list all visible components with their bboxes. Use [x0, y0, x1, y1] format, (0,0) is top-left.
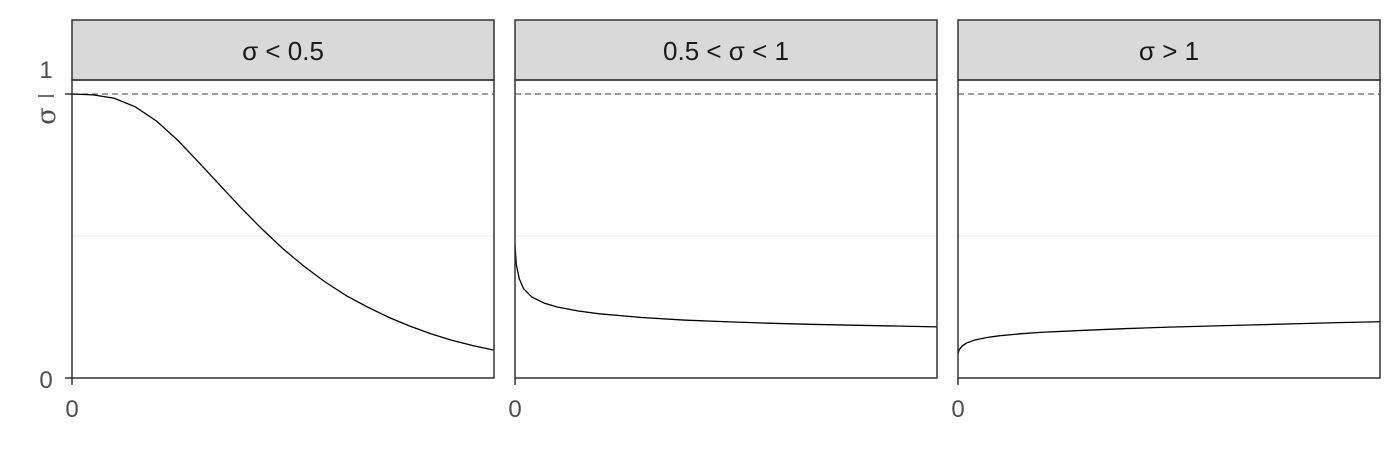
facet-panel-1: σ < 0.5 0	[65, 19, 495, 423]
series-line-1	[71, 93, 495, 351]
y-tick-label-1-fraction-denominator: σ	[32, 107, 62, 125]
x-tick-label-1: 0	[65, 396, 78, 423]
facet-strip-label-3: σ > 1	[1139, 36, 1199, 66]
facet-panel-3: σ > 1 0	[951, 19, 1381, 423]
panel-border-2	[514, 79, 938, 379]
series-line-3	[957, 321, 1381, 355]
x-tick-label-3: 0	[951, 396, 964, 423]
facet-strip-label-1: σ < 0.5	[242, 36, 324, 66]
x-tick-label-2: 0	[508, 396, 521, 423]
panel-border-1	[71, 79, 495, 379]
facet-panel-2: 0.5 < σ < 1 0	[508, 19, 938, 423]
facet-strip-3	[957, 19, 1381, 81]
panel-border-3	[957, 79, 1381, 379]
facet-panels: σ < 0.5 0 0.5 < σ < 1 0 σ > 1 0	[65, 19, 1381, 423]
y-tick-label-0: 0	[39, 367, 52, 394]
series-line-2	[514, 244, 938, 328]
facet-strip-label-2: 0.5 < σ < 1	[663, 36, 789, 66]
y-tick-label-1-fraction-numerator: 1	[39, 57, 52, 84]
